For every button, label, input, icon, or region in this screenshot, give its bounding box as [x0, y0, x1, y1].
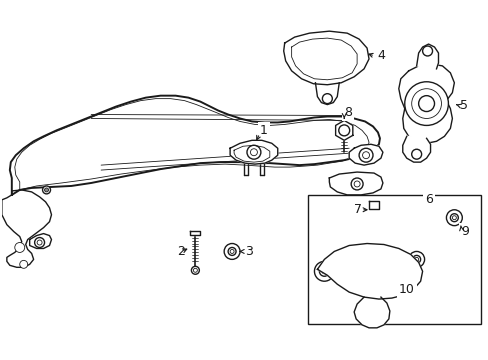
Polygon shape [328, 172, 382, 195]
Circle shape [352, 204, 360, 212]
Text: 6: 6 [424, 193, 431, 206]
Circle shape [404, 82, 447, 125]
Text: 1: 1 [259, 124, 267, 137]
Circle shape [336, 207, 341, 212]
Polygon shape [368, 201, 378, 209]
Polygon shape [30, 234, 51, 248]
Circle shape [191, 266, 199, 274]
Circle shape [350, 178, 362, 190]
Polygon shape [317, 243, 422, 299]
Text: 7: 7 [353, 203, 362, 216]
Polygon shape [10, 96, 379, 195]
Circle shape [44, 188, 48, 192]
Circle shape [35, 238, 44, 247]
Circle shape [15, 243, 25, 252]
Circle shape [371, 235, 375, 239]
Circle shape [322, 94, 332, 104]
Circle shape [364, 306, 379, 322]
Circle shape [362, 152, 369, 159]
Polygon shape [402, 136, 429, 162]
Circle shape [358, 148, 372, 162]
Text: 5: 5 [459, 99, 468, 112]
Circle shape [319, 266, 328, 276]
Circle shape [412, 255, 420, 264]
Circle shape [353, 181, 359, 187]
Polygon shape [230, 140, 277, 164]
Circle shape [42, 186, 50, 194]
Circle shape [224, 243, 240, 260]
Circle shape [228, 247, 236, 255]
Circle shape [334, 205, 344, 215]
Circle shape [367, 310, 375, 318]
Circle shape [414, 257, 418, 261]
Circle shape [250, 149, 257, 156]
Polygon shape [416, 44, 438, 69]
Text: 2: 2 [177, 245, 185, 258]
Circle shape [20, 260, 28, 268]
Circle shape [422, 46, 432, 56]
Polygon shape [15, 99, 368, 190]
Circle shape [37, 240, 42, 245]
Circle shape [418, 96, 434, 112]
Circle shape [408, 251, 424, 267]
Text: 4: 4 [376, 49, 384, 63]
Polygon shape [353, 297, 389, 328]
Polygon shape [291, 38, 356, 80]
Circle shape [411, 89, 441, 118]
Circle shape [314, 261, 334, 281]
Circle shape [451, 216, 455, 220]
Circle shape [449, 214, 457, 222]
Circle shape [446, 210, 461, 226]
Circle shape [230, 249, 234, 253]
Circle shape [369, 233, 377, 240]
Circle shape [338, 125, 349, 136]
Polygon shape [398, 64, 453, 143]
Polygon shape [190, 231, 200, 235]
Circle shape [321, 269, 326, 274]
Text: 9: 9 [460, 225, 468, 238]
Bar [307, 195, 480, 324]
Text: 10: 10 [398, 283, 414, 296]
Polygon shape [283, 31, 368, 85]
Polygon shape [335, 121, 352, 140]
Circle shape [411, 149, 421, 159]
Circle shape [193, 268, 197, 272]
Circle shape [246, 145, 260, 159]
Polygon shape [2, 190, 51, 267]
Polygon shape [348, 144, 382, 165]
Text: 3: 3 [244, 245, 252, 258]
Polygon shape [315, 83, 339, 105]
Text: 8: 8 [344, 106, 351, 119]
